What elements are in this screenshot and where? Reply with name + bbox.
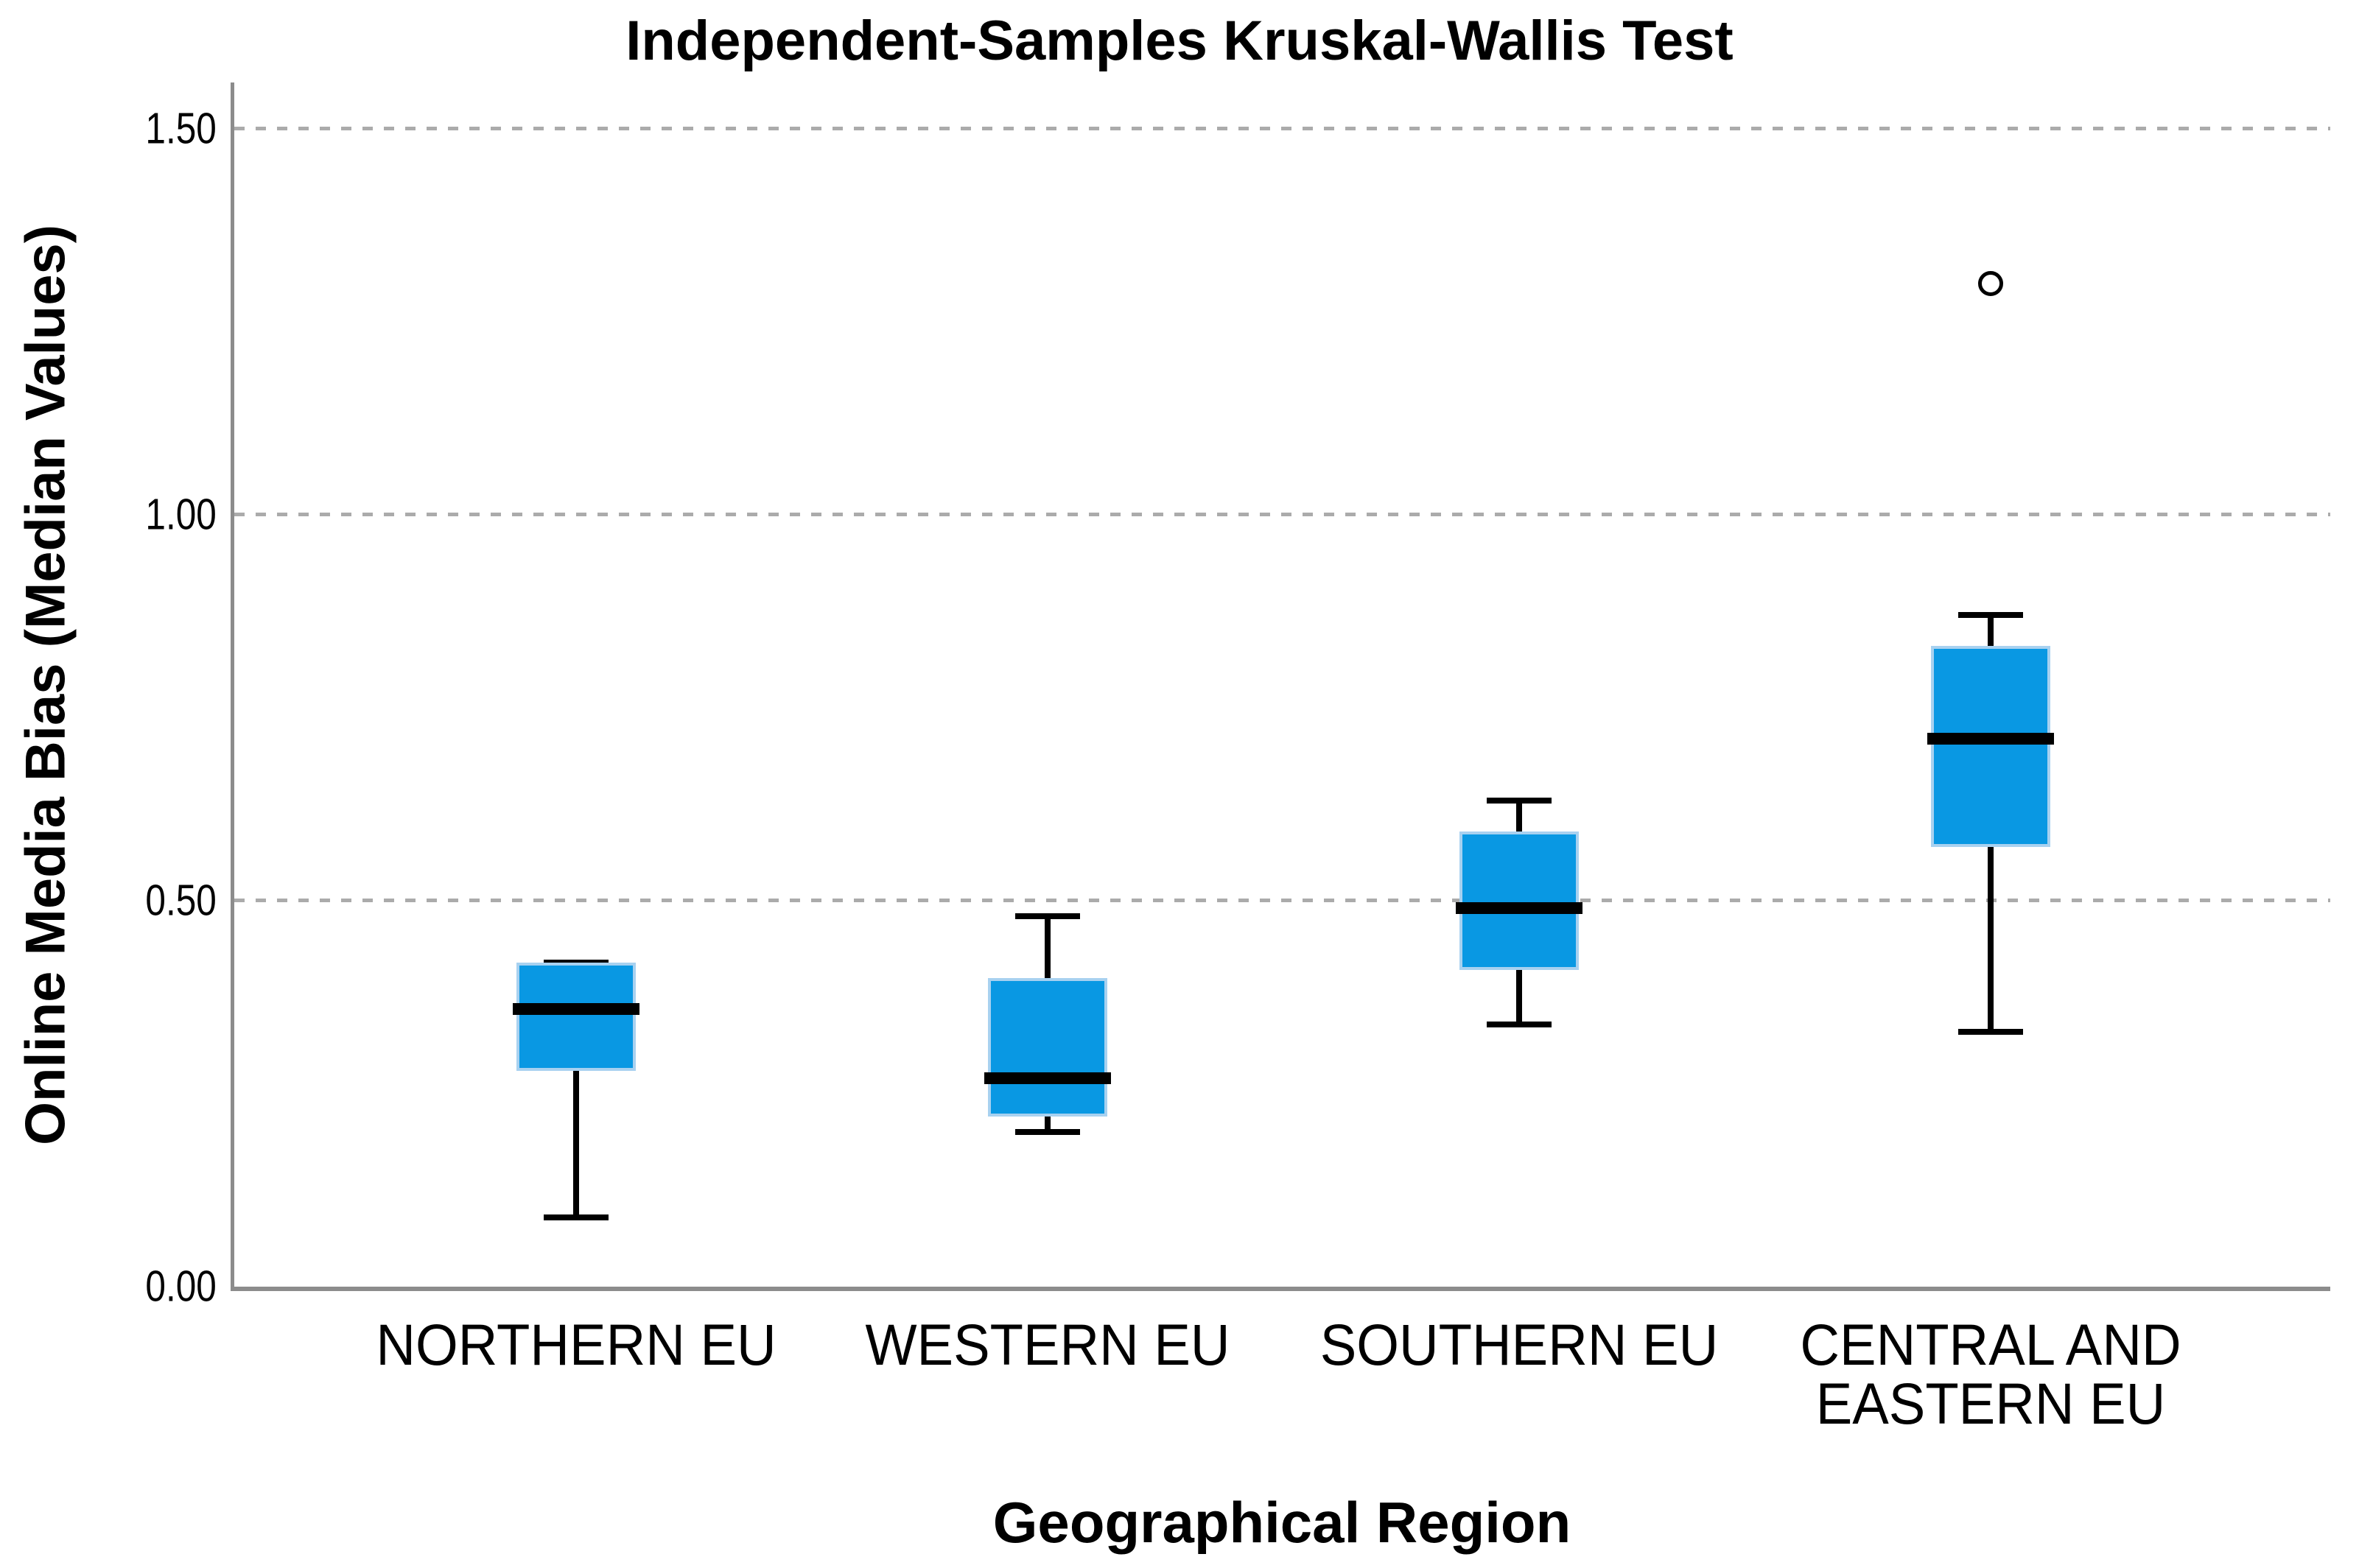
boxplot-median: [984, 1072, 1111, 1085]
boxplot-median: [1927, 732, 2055, 745]
boxplot-whisker-cap: [1014, 913, 1080, 919]
category-label: NORTHERN EU: [299, 1315, 853, 1374]
boxplot-box: [516, 962, 636, 1071]
boxplot-whisker-stem: [1515, 970, 1522, 1024]
category-label-line: WESTERN EU: [865, 1312, 1230, 1377]
ytick-label: 1.50: [145, 104, 217, 153]
x-axis-title: Geographical Region: [992, 1490, 1571, 1555]
gridline: [234, 899, 2330, 903]
plot-area: 0.00 0.50 1.00 1.50 NORTHERN EU WESTERN EU SOU…: [146, 82, 2330, 1433]
boxplot-whisker-stem: [1515, 800, 1522, 832]
gridline: [234, 513, 2330, 517]
boxplot-median: [1455, 902, 1582, 915]
boxplot-whisker-stem: [1988, 615, 1994, 647]
y-axis-title: Online Media Bias (Median Values): [14, 224, 77, 1146]
category-label-line: CENTRAL AND: [1800, 1312, 2181, 1377]
ytick-label: 0.50: [145, 876, 217, 925]
boxplot-whisker-cap: [1014, 1129, 1080, 1136]
ytick-label: 0.00: [145, 1262, 217, 1311]
outlier-point: [1978, 270, 2004, 296]
boxplot-whisker-cap: [1486, 1021, 1552, 1027]
boxplot-whisker-cap: [1958, 612, 2024, 619]
category-label-line: EASTERN EU: [1815, 1371, 2166, 1436]
boxplot-whisker-stem: [572, 1070, 579, 1217]
boxplot-whisker-cap: [543, 1214, 609, 1220]
category-label-line: NORTHERN EU: [376, 1312, 777, 1377]
category-label: SOUTHERN EU: [1242, 1315, 1796, 1374]
x-axis-line: [231, 1287, 2330, 1291]
boxplot-whisker-stem: [1988, 846, 1994, 1033]
boxplot-box: [1931, 646, 2051, 847]
chart-title: Independent-Samples Kruskal-Wallis Test: [625, 10, 1734, 72]
boxplot-box: [987, 977, 1107, 1117]
gridline: [234, 127, 2330, 131]
boxplot-box: [1459, 831, 1579, 971]
category-label: CENTRAL AND EASTERN EU: [1714, 1315, 2268, 1433]
y-axis-line: [231, 82, 234, 1289]
boxplot-whisker-stem: [1044, 1117, 1051, 1133]
boxplot-median: [512, 1002, 639, 1015]
boxplot-whisker-stem: [1044, 915, 1051, 978]
boxplot-whisker-cap: [1958, 1029, 2024, 1036]
category-label: WESTERN EU: [771, 1315, 1325, 1374]
ytick-label: 1.00: [145, 490, 217, 539]
category-label-line: SOUTHERN EU: [1319, 1312, 1719, 1377]
boxplot-whisker-cap: [1486, 797, 1552, 804]
